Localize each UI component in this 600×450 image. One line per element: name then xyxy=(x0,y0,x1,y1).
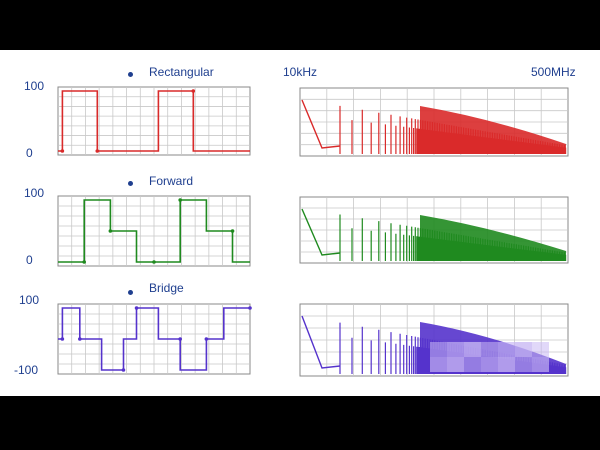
mosaic-block xyxy=(481,342,498,357)
mosaic-block xyxy=(532,342,549,357)
mosaic-block xyxy=(532,357,549,372)
waveform-point xyxy=(60,149,65,153)
title-forward: Forward xyxy=(149,174,194,188)
waveform-point xyxy=(108,229,113,233)
mosaic-block xyxy=(515,357,532,372)
figure-stage: Rectangular Forward Bridge 10kHz 500MHz … xyxy=(0,50,600,396)
waveform-point xyxy=(82,260,86,264)
title-bullet-rectangular xyxy=(128,72,133,77)
waveform-point xyxy=(152,260,156,264)
ytick-forward-top: 100 xyxy=(24,186,45,200)
freq-end-label: 500MHz xyxy=(531,65,576,79)
title-bullet-forward xyxy=(128,181,133,186)
waveform-point xyxy=(248,306,252,310)
title-bullet-bridge xyxy=(128,290,133,295)
mosaic-block xyxy=(430,342,447,357)
spectrum-dense-region-0 xyxy=(420,106,566,154)
waveform-point xyxy=(95,149,100,153)
waveform-point xyxy=(191,89,196,93)
mosaic-block xyxy=(447,342,464,357)
title-bridge: Bridge xyxy=(149,281,184,295)
waveform-point xyxy=(178,337,182,341)
plots-svg xyxy=(57,86,569,377)
waveform-point xyxy=(230,229,235,233)
waveform-point xyxy=(134,306,139,310)
ytick-rect-bottom: 0 xyxy=(26,146,33,160)
waveform-point xyxy=(204,337,209,341)
spectrum-start-line-1 xyxy=(301,208,341,256)
title-rectangular: Rectangular xyxy=(149,65,214,79)
waveform-point xyxy=(121,368,126,372)
spectrum-start-line-2 xyxy=(301,315,341,369)
mosaic-block xyxy=(447,357,464,372)
waveform-point xyxy=(78,337,82,341)
mosaic-block xyxy=(464,357,481,372)
mosaic-block xyxy=(498,357,515,372)
waveform-point xyxy=(178,198,182,202)
spectrum-dense-region-1 xyxy=(420,215,566,261)
mosaic-block xyxy=(498,342,515,357)
waveform-line-0 xyxy=(58,90,250,152)
ytick-rect-top: 100 xyxy=(24,79,45,93)
mosaic-block xyxy=(515,342,532,357)
mosaic-block xyxy=(464,342,481,357)
spectrum-start-line-0 xyxy=(301,99,341,149)
mosaic-block xyxy=(430,357,447,372)
mosaic-block xyxy=(481,357,498,372)
ytick-bridge-top: 100 xyxy=(19,293,40,307)
waveform-point xyxy=(60,337,65,341)
freq-start-label: 10kHz xyxy=(283,65,318,79)
waveform-line-2 xyxy=(58,307,250,371)
ytick-forward-bottom: 0 xyxy=(26,253,33,267)
ytick-bridge-bottom: -100 xyxy=(14,363,39,377)
